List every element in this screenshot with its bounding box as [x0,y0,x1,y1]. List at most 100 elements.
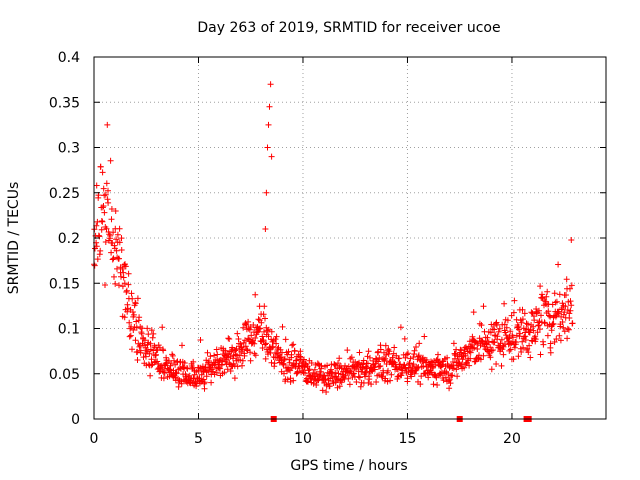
data-point [404,375,411,382]
data-point [513,332,520,339]
data-point [510,356,517,363]
data-point [108,216,115,223]
data-point [448,372,455,379]
data-point [510,334,516,341]
data-point [239,357,246,364]
data-point [355,368,362,375]
data-point [263,340,269,347]
data-point [367,354,373,361]
data-point [301,356,307,363]
y-tick-label: 0.2 [58,231,80,247]
data-point [492,320,499,327]
data-point [360,357,367,364]
data-point [134,295,141,302]
data-point [350,370,357,377]
data-point [402,354,409,361]
data-point [454,373,461,380]
data-point [179,342,185,349]
data-point [414,365,421,372]
data-point [550,321,557,327]
data-point [544,288,551,295]
data-point [281,370,287,377]
data-point [318,362,325,369]
data-point [532,336,539,343]
chart-title: Day 263 of 2019, SRMTID for receiver uco… [197,20,500,36]
data-point [261,328,267,335]
data-point [144,325,151,332]
y-tick-label: 0.15 [49,276,80,292]
data-point [559,319,566,325]
data-point [132,300,139,307]
data-point [561,309,568,316]
data-point [526,329,533,336]
data-point [521,333,528,340]
data-point [171,357,177,364]
data-point [382,342,389,349]
data-point [397,361,404,368]
data-point [557,337,564,344]
data-point [549,321,556,328]
data-point [376,354,383,361]
data-point [237,341,244,347]
data-point [100,203,107,209]
data-point [471,344,478,351]
data-point [126,333,133,340]
data-point [116,239,123,246]
data-point [141,337,148,344]
data-point [326,383,333,390]
data-point [109,256,116,263]
data-point [511,297,518,304]
data-point [139,325,145,332]
data-point [197,337,204,343]
data-point [484,334,491,341]
data-point [474,346,481,352]
data-point [250,322,257,328]
data-point [204,349,211,356]
data-point [268,328,275,335]
data-point [221,369,228,376]
data-point [102,282,108,288]
y-tick-label: 0.4 [58,50,80,66]
data-point [275,351,282,357]
data-point [491,326,498,333]
data-point [446,376,453,383]
data-point [103,180,110,187]
data-point [421,333,428,340]
data-point [566,310,573,317]
data-point [562,303,569,310]
data-point [377,346,384,353]
data-point [217,365,224,372]
data-point [477,356,484,363]
data-point [493,361,500,367]
data-point [375,358,382,365]
data-point [213,369,220,376]
data-point [467,349,474,356]
data-point [310,369,317,376]
data-point [517,330,523,337]
data-point [386,348,393,355]
y-tick-label: 0.35 [49,95,80,111]
data-point [239,346,246,353]
data-point [564,307,571,313]
data-point [520,344,527,351]
data-point [136,314,143,321]
data-point [240,339,247,346]
data-point [545,308,552,315]
data-point [108,206,115,212]
data-point [113,236,120,243]
data-point [313,382,320,388]
data-point [564,325,571,332]
data-point [121,280,128,287]
data-point [473,339,480,346]
data-point [503,324,510,331]
data-point [282,336,289,343]
data-point [116,255,122,262]
data-point [502,329,509,336]
data-point [263,189,270,196]
data-point [289,342,296,349]
data-point [99,218,106,225]
data-point [147,340,154,347]
data-point [125,270,132,277]
data-point [504,317,511,324]
data-point [368,381,375,388]
